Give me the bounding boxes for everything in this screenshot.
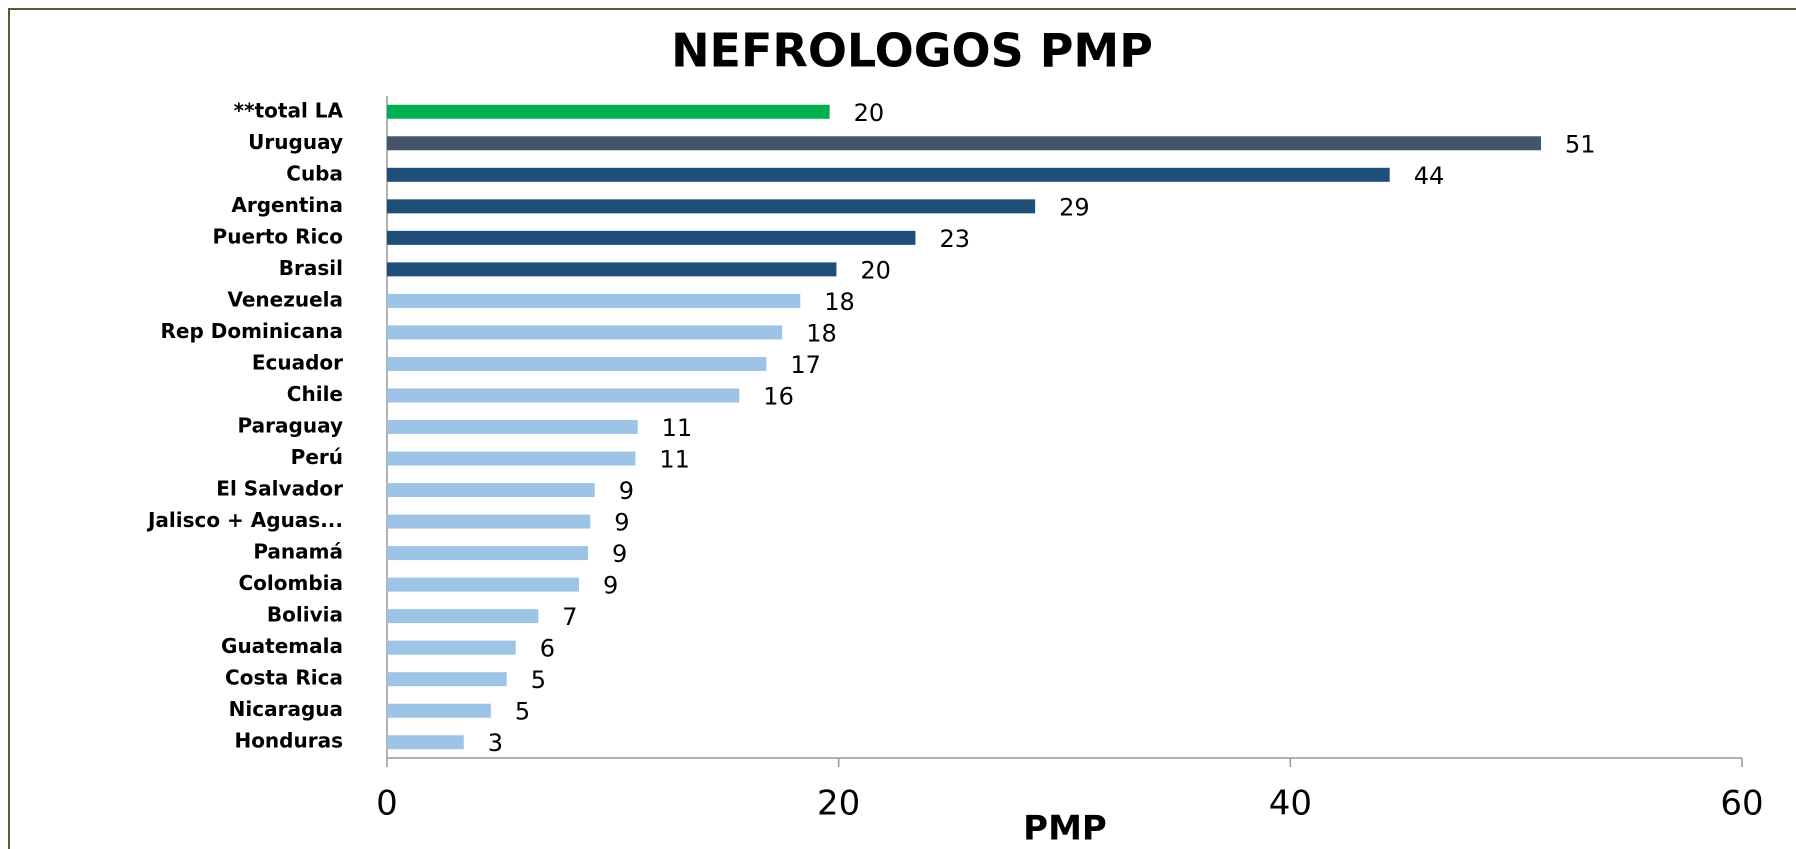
data-label: 6 <box>540 635 555 663</box>
chart-title: NEFROLOGOS PMP <box>671 24 1153 78</box>
bar <box>387 356 767 371</box>
data-label: 20 <box>854 99 885 127</box>
y-tick-label: Brasil <box>279 256 343 280</box>
data-label: 3 <box>488 729 503 757</box>
y-tick-label: Ecuador <box>252 350 343 374</box>
y-tick-label: Paraguay <box>238 414 343 438</box>
y-tick-label: Argentina <box>231 193 343 217</box>
data-label: 9 <box>619 477 634 505</box>
x-tick-label: 40 <box>1269 784 1312 824</box>
data-label: 5 <box>531 666 546 694</box>
data-label: 9 <box>612 540 627 568</box>
data-label: 5 <box>515 698 530 726</box>
bar <box>387 735 464 750</box>
data-label: 9 <box>603 572 618 600</box>
data-label: 29 <box>1059 193 1090 221</box>
y-tick-label: Rep Dominicana <box>161 319 343 343</box>
bar <box>387 577 579 592</box>
bar <box>387 199 1036 214</box>
x-axis-title: PMP <box>1023 809 1107 849</box>
bar <box>387 388 740 403</box>
y-tick-label: Puerto Rico <box>213 224 343 248</box>
x-tick-label: 20 <box>817 784 860 824</box>
y-tick-label: Nicaragua <box>229 697 343 721</box>
data-label: 18 <box>806 319 837 347</box>
y-tick-label: Chile <box>287 382 343 406</box>
y-tick-label: Cuba <box>286 161 343 185</box>
bar <box>387 104 830 119</box>
y-tick-label: Honduras <box>234 729 343 753</box>
bar <box>387 420 638 434</box>
data-label: 44 <box>1414 162 1445 190</box>
y-tick-label: Guatemala <box>221 634 343 658</box>
data-label: 16 <box>763 382 794 410</box>
bar <box>387 230 916 245</box>
bar <box>387 293 801 308</box>
data-label: 11 <box>659 446 690 474</box>
bar <box>387 483 595 498</box>
bar <box>387 514 591 529</box>
bar <box>387 325 783 340</box>
bar <box>387 640 516 655</box>
bar <box>387 167 1390 182</box>
data-label: 11 <box>662 414 693 442</box>
bar <box>387 262 837 277</box>
y-tick-label: Venezuela <box>227 287 343 311</box>
bar <box>387 703 491 718</box>
y-tick-label: El Salvador <box>216 477 343 501</box>
y-tick-label: Panamá <box>253 540 343 564</box>
data-label: 17 <box>790 351 821 379</box>
data-label: 51 <box>1565 130 1596 158</box>
bar <box>387 136 1542 151</box>
data-label: 9 <box>614 509 629 537</box>
y-tick-label: Perú <box>291 445 343 469</box>
data-label: 20 <box>860 256 891 284</box>
frame <box>8 8 1796 849</box>
y-tick-label: **total LA <box>234 98 344 122</box>
data-label: 7 <box>562 603 577 631</box>
x-tick-label: 60 <box>1720 784 1763 824</box>
y-tick-label: Jalisco + Aguas... <box>146 508 343 532</box>
data-label: 23 <box>939 225 970 253</box>
bar <box>387 451 636 466</box>
y-tick-label: Bolivia <box>267 603 343 627</box>
data-label: 18 <box>824 288 855 316</box>
y-tick-label: Colombia <box>238 571 343 595</box>
y-tick-label: Uruguay <box>248 130 343 154</box>
y-tick-label: Costa Rica <box>225 666 343 690</box>
bar <box>387 609 539 624</box>
bar <box>387 546 588 561</box>
bar <box>387 672 507 687</box>
x-tick-label: 0 <box>376 784 398 824</box>
